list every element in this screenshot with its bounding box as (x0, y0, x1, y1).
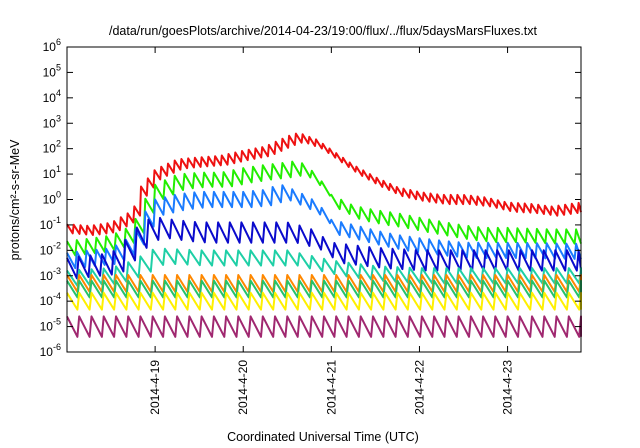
x-tick-label: 2014-4-19 (148, 360, 162, 415)
y-tick-label: 10-5 (40, 317, 61, 334)
y-axis-label: protons/cm²-s-sr-MeV (8, 139, 22, 261)
series-line (66, 247, 582, 287)
series-line (66, 291, 582, 311)
y-tick-label: 106 (43, 37, 61, 54)
series-line (66, 184, 582, 270)
y-tick-label: 10-6 (40, 342, 61, 359)
y-tick-label: 102 (43, 139, 61, 156)
x-tick-label: 2014-4-23 (501, 360, 515, 415)
series-line (66, 315, 582, 338)
y-tick-label: 10-1 (40, 215, 61, 232)
y-tick-label: 10-4 (40, 291, 61, 308)
x-tick-label: 2014-4-22 (412, 360, 426, 415)
series-line (66, 216, 582, 280)
y-tick-label: 105 (43, 62, 61, 79)
y-tick-label: 104 (43, 88, 61, 105)
plot-area (66, 132, 582, 338)
x-axis-label: Coordinated Universal Time (UTC) (227, 430, 419, 444)
x-axis: 2014-4-19 2014-4-20 2014-4-21 2014-4-22 2014… (148, 47, 515, 415)
y-tick-label: 10-3 (40, 266, 61, 283)
x-tick-label: 2014-4-21 (324, 360, 338, 415)
y-tick-label: 10-2 (40, 240, 61, 257)
y-tick-label: 103 (43, 113, 61, 130)
series-line (66, 132, 582, 236)
y-tick-label: 101 (43, 164, 61, 181)
x-tick-label: 2014-4-20 (236, 360, 250, 415)
y-tick-label: 100 (43, 190, 61, 207)
series-line (66, 279, 582, 299)
series-line (66, 274, 582, 293)
y-axis: 10-6 10-5 10-4 10-3 10-2 10-1 100 101 102 103 104 1… (40, 37, 581, 359)
series-line (66, 160, 582, 257)
chart-title: /data/run/goesPlots/archive/2014-04-23/1… (109, 24, 538, 38)
